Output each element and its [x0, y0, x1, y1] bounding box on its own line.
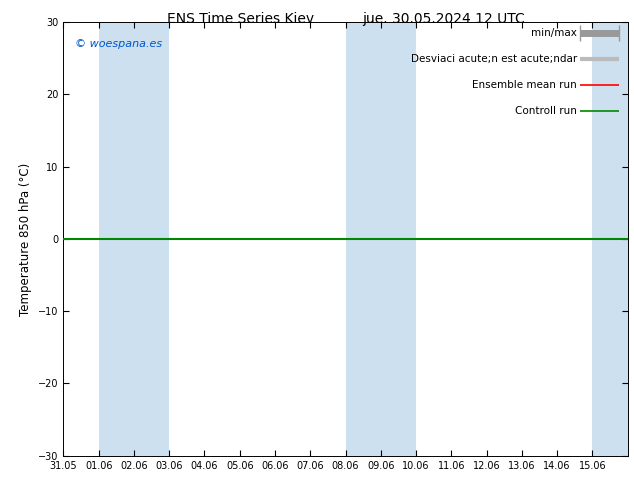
Text: jue. 30.05.2024 12 UTC: jue. 30.05.2024 12 UTC	[363, 12, 525, 26]
Text: Desviaci acute;n est acute;ndar: Desviaci acute;n est acute;ndar	[411, 54, 577, 64]
Text: Controll run: Controll run	[515, 106, 577, 116]
Bar	[346, 22, 416, 456]
Text: ENS Time Series Kiev: ENS Time Series Kiev	[167, 12, 314, 26]
Y-axis label: Temperature 850 hPa (°C): Temperature 850 hPa (°C)	[20, 162, 32, 316]
Text: © woespana.es: © woespana.es	[75, 39, 162, 49]
Text: min/max: min/max	[531, 28, 577, 38]
Bar	[592, 22, 628, 456]
Bar	[99, 22, 169, 456]
Text: Ensemble mean run: Ensemble mean run	[472, 80, 577, 90]
